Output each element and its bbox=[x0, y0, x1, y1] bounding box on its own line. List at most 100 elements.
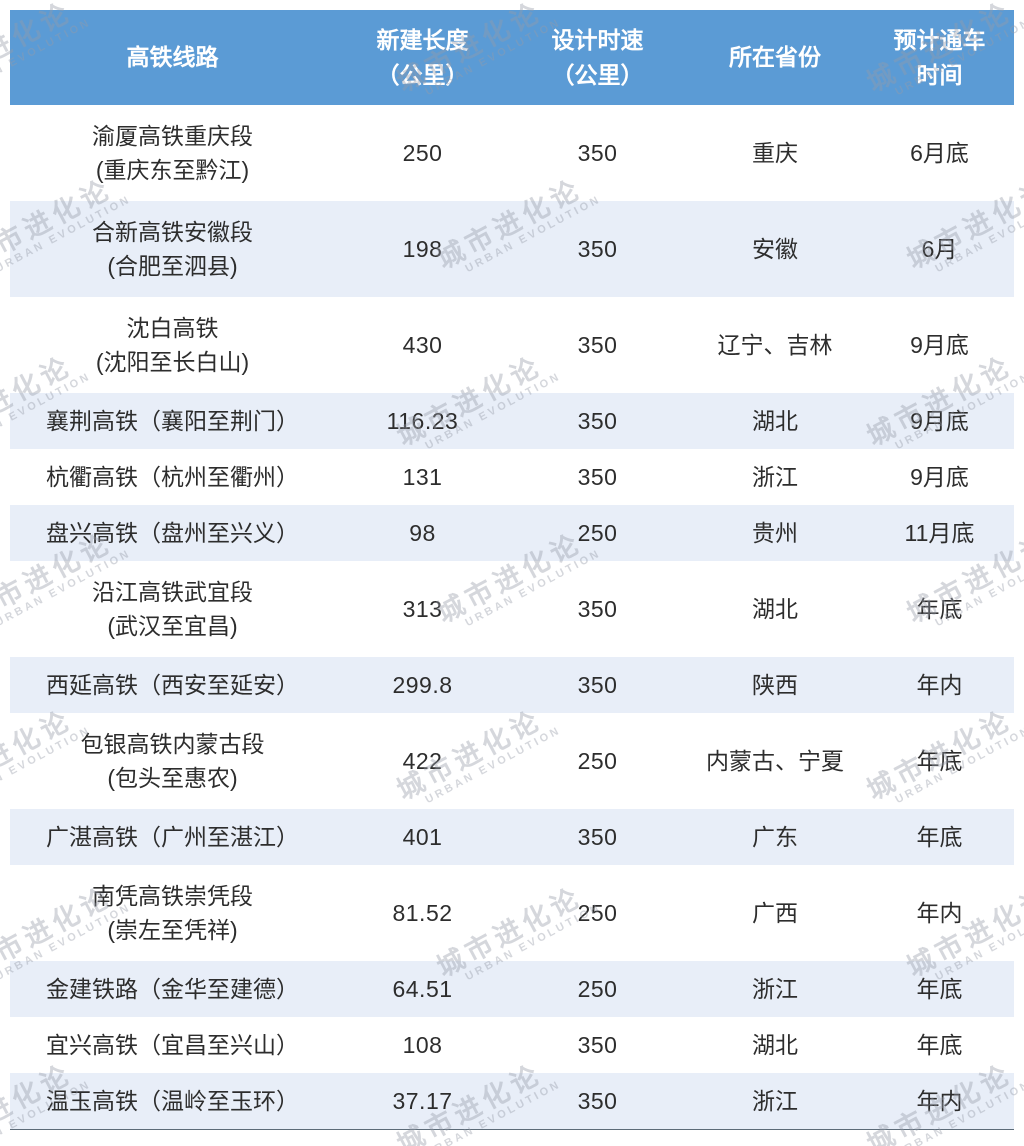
table-row: 合新高铁安徽段 (合肥至泗县) 198 350 安徽 6月 bbox=[10, 201, 1014, 297]
rail-line-cell: 温玉高铁（温岭至玉环） bbox=[10, 1084, 335, 1119]
header-design-speed: 设计时速 （公里） bbox=[510, 23, 685, 92]
rail-line-name: 襄荆高铁（襄阳至荆门） bbox=[46, 407, 299, 434]
design-speed-cell: 250 bbox=[577, 747, 618, 774]
open-time-cell: 年底 bbox=[916, 747, 963, 774]
open-time-cell: 6月 bbox=[921, 235, 958, 262]
province-cell: 内蒙古、宁夏 bbox=[706, 747, 844, 774]
design-speed-cell: 350 bbox=[577, 463, 618, 490]
header-design-speed-line2: （公里） bbox=[551, 61, 644, 88]
open-time-cell: 9月底 bbox=[910, 407, 969, 434]
design-speed-cell: 350 bbox=[577, 595, 618, 622]
rail-line-route: (重庆东至黔江) bbox=[95, 157, 250, 183]
rail-line-cell: 渝厦高铁重庆段 (重庆东至黔江) bbox=[10, 119, 335, 188]
open-time-cell: 6月底 bbox=[910, 139, 969, 166]
table-row: 沿江高铁武宜段 (武汉至宜昌) 313 350 湖北 年底 bbox=[10, 561, 1014, 657]
rail-line-cell: 沈白高铁 (沈阳至长白山) bbox=[10, 311, 335, 380]
header-province-label: 所在省份 bbox=[729, 44, 821, 71]
header-new-length-line2: （公里） bbox=[376, 61, 469, 88]
new-length-cell: 81.52 bbox=[392, 899, 453, 926]
header-rail-line: 高铁线路 bbox=[10, 40, 335, 75]
table-row: 襄荆高铁（襄阳至荆门） 116.23 350 湖北 9月底 bbox=[10, 393, 1014, 449]
design-speed-cell: 350 bbox=[577, 235, 618, 262]
header-design-speed-line1: 设计时速 bbox=[551, 27, 644, 53]
rail-line-cell: 沿江高铁武宜段 (武汉至宜昌) bbox=[10, 575, 335, 644]
design-speed-cell: 250 bbox=[577, 519, 618, 546]
rail-line-cell: 盘兴高铁（盘州至兴义） bbox=[10, 516, 335, 551]
design-speed-cell: 250 bbox=[577, 899, 618, 926]
rail-line-name: 渝厦高铁重庆段 bbox=[92, 122, 253, 149]
rail-line-cell: 合新高铁安徽段 (合肥至泗县) bbox=[10, 215, 335, 284]
rail-line-route: (合肥至泗县) bbox=[107, 253, 238, 279]
province-cell: 湖北 bbox=[752, 595, 798, 622]
table-row: 杭衢高铁（杭州至衢州） 131 350 浙江 9月底 bbox=[10, 449, 1014, 505]
province-cell: 重庆 bbox=[752, 139, 798, 166]
province-cell: 浙江 bbox=[752, 463, 798, 490]
open-time-cell: 9月底 bbox=[910, 463, 969, 490]
rail-line-cell: 杭衢高铁（杭州至衢州） bbox=[10, 460, 335, 495]
province-cell: 辽宁、吉林 bbox=[717, 331, 833, 358]
province-cell: 广西 bbox=[752, 899, 798, 926]
rail-line-name: 宜兴高铁（宜昌至兴山） bbox=[46, 1031, 299, 1058]
open-time-cell: 年底 bbox=[916, 1031, 963, 1058]
rail-line-name: 温玉高铁（温岭至玉环） bbox=[46, 1087, 299, 1114]
rail-line-name: 沈白高铁 bbox=[126, 314, 219, 341]
province-cell: 湖北 bbox=[752, 407, 798, 434]
design-speed-cell: 350 bbox=[577, 1031, 618, 1058]
table-row: 宜兴高铁（宜昌至兴山） 108 350 湖北 年底 bbox=[10, 1017, 1014, 1073]
rail-line-name: 西延高铁（西安至延安） bbox=[46, 671, 299, 698]
header-new-length: 新建长度 （公里） bbox=[335, 23, 510, 92]
new-length-cell: 131 bbox=[402, 463, 443, 490]
rail-line-route: (沈阳至长白山) bbox=[95, 349, 250, 375]
new-length-cell: 198 bbox=[402, 235, 443, 262]
header-province: 所在省份 bbox=[685, 40, 865, 75]
province-cell: 浙江 bbox=[752, 975, 798, 1002]
table-row: 温玉高铁（温岭至玉环） 37.17 350 浙江 年内 bbox=[10, 1073, 1014, 1129]
province-cell: 贵州 bbox=[752, 519, 798, 546]
design-speed-cell: 350 bbox=[577, 671, 618, 698]
table-body: 渝厦高铁重庆段 (重庆东至黔江) 250 350 重庆 6月底合新高铁安徽段 (合肥至泗县)… bbox=[10, 105, 1014, 1129]
rail-line-name: 沿江高铁武宜段 bbox=[92, 578, 253, 605]
new-length-cell: 116.23 bbox=[386, 407, 459, 434]
design-speed-cell: 250 bbox=[577, 975, 618, 1002]
design-speed-cell: 350 bbox=[577, 407, 618, 434]
open-time-cell: 年底 bbox=[916, 975, 963, 1002]
rail-line-name: 包银高铁内蒙古段 bbox=[80, 730, 265, 757]
rail-line-name: 南凭高铁崇凭段 bbox=[92, 882, 253, 909]
table-row: 盘兴高铁（盘州至兴义） 98 250 贵州 11月底 bbox=[10, 505, 1014, 561]
header-open-time-line1: 预计通车 bbox=[893, 27, 986, 53]
new-length-cell: 108 bbox=[402, 1031, 443, 1058]
rail-line-name: 合新高铁安徽段 bbox=[92, 218, 253, 245]
rail-line-cell: 广湛高铁（广州至湛江） bbox=[10, 820, 335, 855]
table-row: 西延高铁（西安至延安） 299.8 350 陕西 年内 bbox=[10, 657, 1014, 713]
rail-line-cell: 金建铁路（金华至建德） bbox=[10, 972, 335, 1007]
open-time-cell: 年底 bbox=[916, 823, 963, 850]
new-length-cell: 401 bbox=[402, 823, 443, 850]
rail-line-cell: 襄荆高铁（襄阳至荆门） bbox=[10, 404, 335, 439]
header-open-time: 预计通车 时间 bbox=[865, 23, 1014, 92]
table-row: 广湛高铁（广州至湛江） 401 350 广东 年底 bbox=[10, 809, 1014, 865]
header-new-length-line1: 新建长度 bbox=[376, 27, 469, 53]
province-cell: 安徽 bbox=[752, 235, 798, 262]
rail-line-route: (包头至惠农) bbox=[107, 765, 238, 791]
rail-line-route: (武汉至宜昌) bbox=[107, 613, 238, 639]
rail-lines-table: 高铁线路 新建长度 （公里） 设计时速 （公里） 所在省份 预计通车 时间 渝厦… bbox=[10, 10, 1014, 1130]
table-bottom-border bbox=[10, 1129, 1014, 1130]
design-speed-cell: 350 bbox=[577, 823, 618, 850]
province-cell: 浙江 bbox=[752, 1087, 798, 1114]
province-cell: 广东 bbox=[752, 823, 798, 850]
province-cell: 陕西 bbox=[752, 671, 798, 698]
rail-line-cell: 宜兴高铁（宜昌至兴山） bbox=[10, 1028, 335, 1063]
new-length-cell: 98 bbox=[409, 519, 436, 546]
rail-line-route: (崇左至凭祥) bbox=[107, 917, 238, 943]
header-open-time-line2: 时间 bbox=[916, 61, 963, 88]
table-row: 渝厦高铁重庆段 (重庆东至黔江) 250 350 重庆 6月底 bbox=[10, 105, 1014, 201]
table-header-row: 高铁线路 新建长度 （公里） 设计时速 （公里） 所在省份 预计通车 时间 bbox=[10, 10, 1014, 105]
table-row: 沈白高铁 (沈阳至长白山) 430 350 辽宁、吉林 9月底 bbox=[10, 297, 1014, 393]
design-speed-cell: 350 bbox=[577, 331, 618, 358]
table-row: 包银高铁内蒙古段 (包头至惠农) 422 250 内蒙古、宁夏 年底 bbox=[10, 713, 1014, 809]
open-time-cell: 年内 bbox=[916, 1087, 963, 1114]
new-length-cell: 37.17 bbox=[392, 1087, 453, 1114]
rail-line-cell: 西延高铁（西安至延安） bbox=[10, 668, 335, 703]
new-length-cell: 422 bbox=[402, 747, 443, 774]
